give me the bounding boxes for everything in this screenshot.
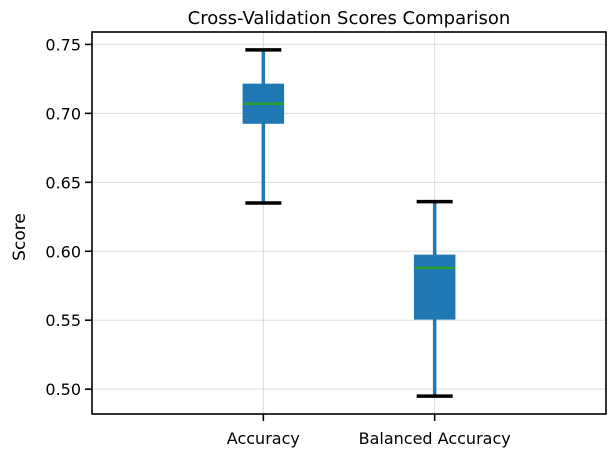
y-tick-label: 0.50 bbox=[45, 380, 81, 399]
box-accuracy bbox=[242, 48, 285, 205]
x-axis-ticks: Accuracy Balanced Accuracy bbox=[227, 414, 511, 448]
box-balanced-accuracy bbox=[413, 199, 456, 398]
y-tick-label: 0.55 bbox=[45, 311, 81, 330]
y-axis-label: Score bbox=[10, 213, 30, 261]
y-tick-label: 0.65 bbox=[45, 173, 81, 192]
y-tick-label: 0.70 bbox=[45, 104, 81, 123]
box-series bbox=[242, 48, 456, 398]
y-tick-label: 0.75 bbox=[45, 35, 81, 54]
x-tick-label: Accuracy bbox=[227, 429, 300, 448]
iqr-box bbox=[413, 254, 456, 320]
plot-frame bbox=[91, 31, 607, 415]
y-axis-ticks: 0.50 0.55 0.60 0.65 0.70 0.75 bbox=[45, 35, 92, 399]
y-tick-label: 0.60 bbox=[45, 242, 81, 261]
x-tick-label: Balanced Accuracy bbox=[359, 429, 511, 448]
chart-title: Cross-Validation Scores Comparison bbox=[188, 8, 511, 29]
grid-lines bbox=[92, 32, 606, 414]
